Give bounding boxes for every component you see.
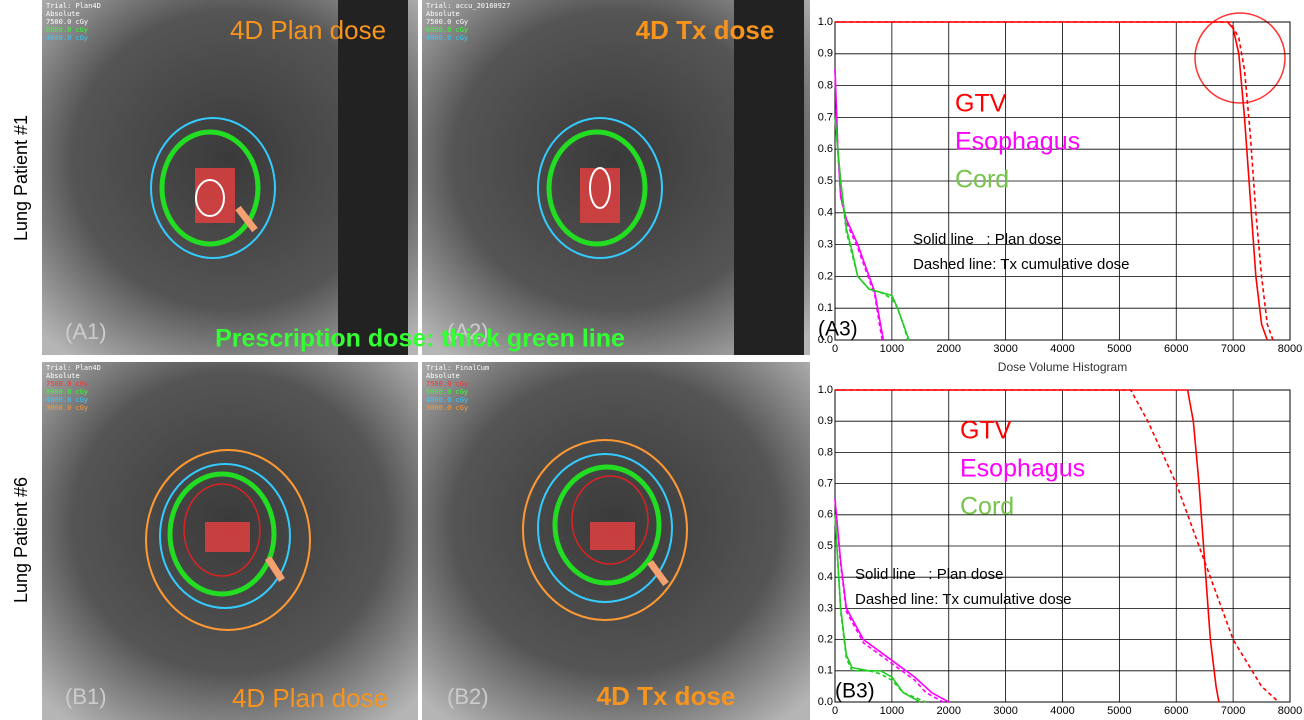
ct-image-a1: [42, 0, 418, 355]
panel-title: 4D Tx dose: [636, 15, 775, 45]
y-tick-label: 0.3: [818, 239, 833, 251]
overlay-text: 7500.0 cGy: [426, 18, 468, 26]
x-tick-label: 8000: [1278, 705, 1302, 717]
y-tick-label: 0.7: [818, 111, 833, 123]
overlay-text: Absolute: [46, 372, 80, 380]
overlay-text: 3000.0 cGy: [426, 404, 468, 412]
x-tick-label: 4000: [1050, 705, 1074, 717]
panel-label: (B3): [835, 680, 875, 703]
overlay-text: 4000.0 cGy: [46, 396, 88, 404]
overlay-text: 4000.0 cGy: [46, 34, 88, 42]
y-tick-label: 0.8: [818, 80, 833, 92]
y-tick-label: 0.9: [818, 48, 833, 60]
x-tick-label: 2000: [937, 343, 961, 355]
overlay-text: Absolute: [46, 10, 80, 18]
legend-entry: Cord: [955, 166, 1009, 194]
legend-entry: GTV: [960, 417, 1012, 445]
overlay-text: 6000.0 cGy: [426, 26, 468, 34]
overlay-text: Trial: Plan4D: [46, 364, 101, 372]
y-tick-label: 0.6: [818, 143, 833, 155]
label-strip: [0, 0, 42, 720]
y-tick-label: 0.4: [818, 207, 833, 219]
y-tick-label: 0.5: [818, 540, 833, 552]
x-tick-label: 1000: [880, 705, 904, 717]
overlay-text: 7500.0 cGy: [46, 380, 88, 388]
annotation: Solid line : Plan dose: [913, 231, 1061, 248]
y-tick-label: 0.5: [818, 175, 833, 187]
y-tick-label: 0.7: [818, 478, 833, 490]
annotation: Solid line : Plan dose: [855, 566, 1003, 583]
y-tick-label: 0.2: [818, 634, 833, 646]
overlay-text: 7500.0 cGy: [426, 380, 468, 388]
x-tick-label: 1000: [880, 343, 904, 355]
x-tick-label: 7000: [1221, 343, 1245, 355]
overlay-text: Trial: Plan4D: [46, 2, 101, 10]
y-tick-label: 0.4: [818, 571, 833, 583]
x-tick-label: 0: [832, 343, 838, 355]
y-tick-label: 0.3: [818, 602, 833, 614]
y-tick-label: 0.9: [818, 415, 833, 427]
prescription-note: Prescription dose: thick green line: [215, 325, 625, 353]
y-tick-label: 0.6: [818, 509, 833, 521]
page: Lung Patient #1 Lung Patient #6 Trial: P…: [0, 0, 1304, 720]
panel-label: (B1): [65, 684, 107, 709]
annotation: Dashed line: Tx cumulative dose: [913, 256, 1130, 273]
ct-image-b1: [42, 362, 418, 720]
x-tick-label: 6000: [1164, 705, 1188, 717]
overlay-text: 4000.0 cGy: [426, 34, 468, 42]
row-label: Lung Patient #6: [11, 477, 31, 603]
annotation: Dashed line: Tx cumulative dose: [855, 591, 1072, 608]
legend-entry: Cord: [960, 493, 1014, 521]
x-tick-label: 7000: [1221, 705, 1245, 717]
legend-entry: Esophagus: [955, 128, 1080, 156]
overlay-text: 4000.0 cGy: [426, 396, 468, 404]
row-label: Lung Patient #1: [11, 115, 31, 241]
overlay-text: Trial: FinalCum: [426, 364, 489, 372]
overlay-text: 6000.0 cGy: [46, 26, 88, 34]
panel-label: (B2): [447, 684, 489, 709]
y-tick-label: 1.0: [818, 384, 833, 396]
y-tick-label: 0.0: [818, 696, 833, 708]
x-tick-label: 4000: [1050, 343, 1074, 355]
y-tick-label: 0.1: [818, 665, 833, 677]
legend-entry: Esophagus: [960, 455, 1085, 483]
panel-label: (A1): [65, 319, 107, 344]
overlay-text: Trial: accu_20160927: [426, 2, 510, 10]
figure: Lung Patient #1 Lung Patient #6 Trial: P…: [0, 0, 1304, 720]
overlay-text: 7500.0 cGy: [46, 18, 88, 26]
x-tick-label: 0: [832, 705, 838, 717]
y-tick-label: 0.2: [818, 270, 833, 282]
legend-entry: GTV: [955, 90, 1007, 118]
x-tick-label: 5000: [1107, 343, 1131, 355]
panel-label: (A3): [818, 318, 858, 341]
x-tick-label: 3000: [993, 705, 1017, 717]
x-tick-label: 5000: [1107, 705, 1131, 717]
panel-title: 4D Plan dose: [232, 683, 388, 713]
overlay-text: Absolute: [426, 10, 460, 18]
x-tick-label: 2000: [937, 705, 961, 717]
overlay-text: 3000.0 cGy: [46, 404, 88, 412]
panel-title: 4D Plan dose: [230, 15, 386, 45]
overlay-text: 5000.0 cGy: [426, 388, 468, 396]
overlay-text: Absolute: [426, 372, 460, 380]
x-tick-label: 6000: [1164, 343, 1188, 355]
ct-image-b2: [422, 362, 810, 720]
y-tick-label: 0.1: [818, 302, 833, 314]
overlay-text: 5000.0 cGy: [46, 388, 88, 396]
ct-image-a2: [422, 0, 810, 355]
x-tick-label: 3000: [993, 343, 1017, 355]
panel-title: 4D Tx dose: [597, 681, 736, 711]
y-tick-label: 0.8: [818, 446, 833, 458]
y-tick-label: 1.0: [818, 16, 833, 28]
chart-title: Dose Volume Histogram: [998, 360, 1127, 374]
x-tick-label: 8000: [1278, 343, 1302, 355]
